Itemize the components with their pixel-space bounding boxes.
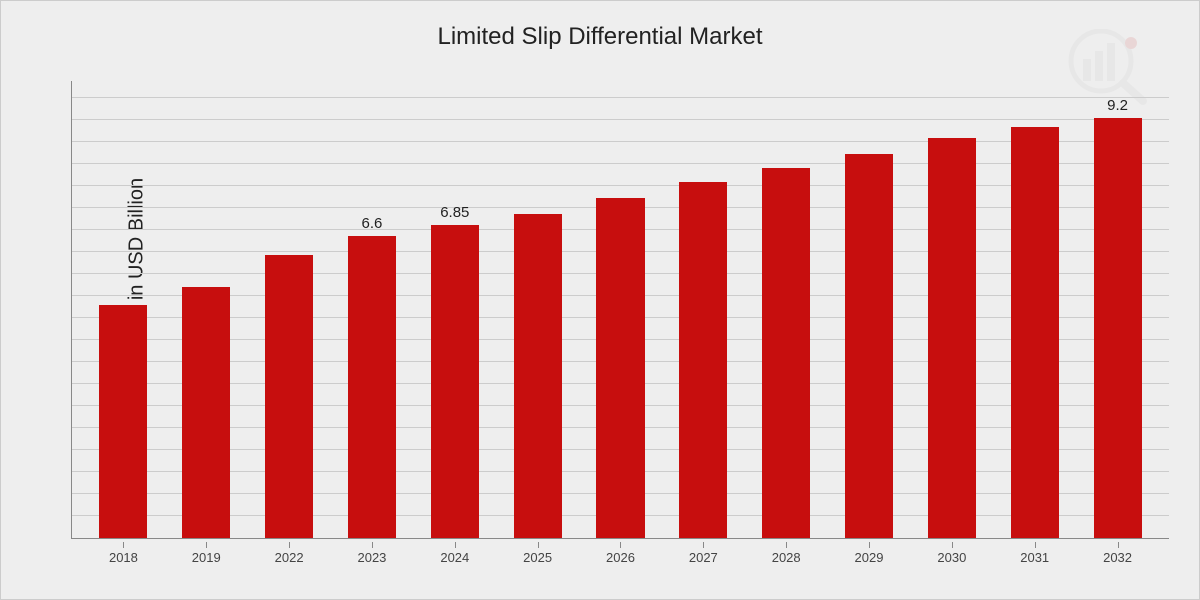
plot-area: 2018201920226.620236.8520242025202620272… xyxy=(71,81,1169,539)
bar xyxy=(596,198,644,538)
x-tick xyxy=(786,542,787,548)
bar xyxy=(182,287,230,538)
x-axis-label: 2026 xyxy=(606,550,635,565)
bars-group: 2018201920226.620236.8520242025202620272… xyxy=(72,81,1169,538)
bar-wrap: 2027 xyxy=(662,81,745,538)
bar-wrap: 2022 xyxy=(248,81,331,538)
bar xyxy=(1094,118,1142,538)
bar xyxy=(679,182,727,538)
bar-wrap: 2030 xyxy=(910,81,993,538)
bar-wrap: 6.62023 xyxy=(331,81,414,538)
bar xyxy=(928,138,976,538)
x-axis-label: 2032 xyxy=(1103,550,1132,565)
bar-wrap: 2025 xyxy=(496,81,579,538)
x-axis-label: 2028 xyxy=(772,550,801,565)
bar xyxy=(845,154,893,538)
bar-wrap: 2026 xyxy=(579,81,662,538)
x-tick xyxy=(703,542,704,548)
bar xyxy=(1011,127,1059,538)
x-tick xyxy=(1035,542,1036,548)
x-axis-label: 2030 xyxy=(937,550,966,565)
bar xyxy=(431,225,479,538)
x-axis-label: 2022 xyxy=(275,550,304,565)
bar xyxy=(514,214,562,538)
x-axis-label: 2019 xyxy=(192,550,221,565)
x-tick xyxy=(1118,542,1119,548)
bar xyxy=(99,305,147,538)
bar-value-label: 6.85 xyxy=(440,204,469,221)
bar xyxy=(265,255,313,538)
x-tick xyxy=(538,542,539,548)
x-axis-label: 2023 xyxy=(357,550,386,565)
bar-wrap: 9.22032 xyxy=(1076,81,1159,538)
x-tick xyxy=(620,542,621,548)
bar-wrap: 2019 xyxy=(165,81,248,538)
x-axis-label: 2024 xyxy=(440,550,469,565)
bar-wrap: 2018 xyxy=(82,81,165,538)
bar-value-label: 9.2 xyxy=(1107,97,1128,114)
x-axis-label: 2025 xyxy=(523,550,552,565)
bar-wrap: 6.852024 xyxy=(413,81,496,538)
x-axis-label: 2031 xyxy=(1020,550,1049,565)
x-tick xyxy=(952,542,953,548)
x-axis-label: 2018 xyxy=(109,550,138,565)
bar xyxy=(348,236,396,538)
x-axis-label: 2029 xyxy=(855,550,884,565)
chart-title: Limited Slip Differential Market xyxy=(1,23,1199,51)
chart-container: Limited Slip Differential Market Market … xyxy=(0,0,1200,600)
x-axis-label: 2027 xyxy=(689,550,718,565)
x-tick xyxy=(206,542,207,548)
bar-value-label: 6.6 xyxy=(362,215,383,232)
x-tick xyxy=(372,542,373,548)
bar-wrap: 2028 xyxy=(745,81,828,538)
bar xyxy=(762,168,810,538)
bar-wrap: 2029 xyxy=(828,81,911,538)
x-tick xyxy=(289,542,290,548)
x-tick xyxy=(869,542,870,548)
bar-wrap: 2031 xyxy=(993,81,1076,538)
x-tick xyxy=(123,542,124,548)
x-tick xyxy=(455,542,456,548)
